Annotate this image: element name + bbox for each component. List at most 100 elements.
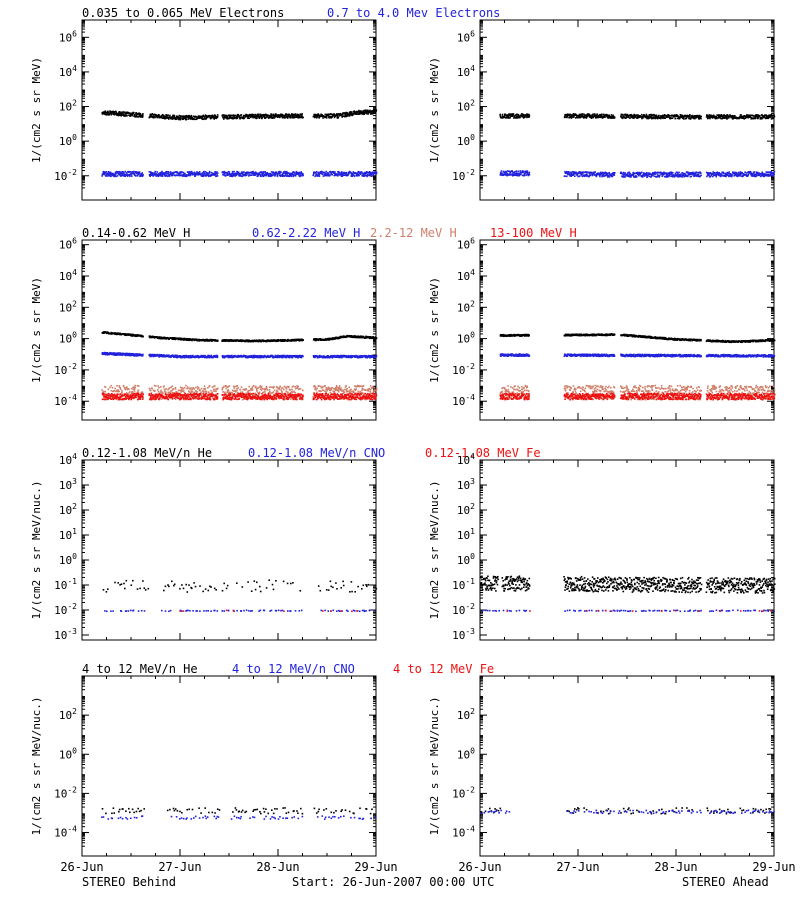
data-point [648, 175, 651, 178]
data-point [738, 117, 741, 119]
data-point [584, 116, 586, 118]
data-point [151, 353, 154, 356]
data-point [739, 175, 741, 177]
data-point [693, 175, 695, 178]
data-point [284, 174, 287, 176]
data-point [181, 117, 184, 119]
y-tick-label: 100 [59, 133, 77, 148]
data-point [276, 174, 279, 176]
data-point [115, 110, 117, 113]
data-point [692, 171, 694, 174]
data-point [129, 353, 132, 355]
data-point [136, 335, 139, 337]
data-point [277, 339, 280, 342]
data-point [266, 116, 269, 118]
data-point [635, 176, 638, 178]
data-point [768, 173, 770, 176]
data-point [581, 175, 584, 177]
data-point [753, 173, 755, 175]
data-point [651, 114, 653, 117]
data-point [223, 114, 225, 116]
data-point [182, 337, 184, 340]
data-point [167, 171, 170, 173]
data-point [366, 174, 369, 177]
data-point [759, 115, 761, 117]
data-point [125, 352, 127, 355]
data-point [266, 115, 268, 117]
data-point [153, 355, 156, 357]
data-point [246, 340, 248, 343]
data-point [133, 174, 136, 176]
data-point [622, 176, 625, 178]
data-point [751, 173, 754, 175]
y-axis-label: 1/(cm2 s sr MeV) [30, 57, 43, 163]
data-point [770, 172, 772, 175]
data-point [706, 175, 708, 178]
data-point [314, 172, 317, 174]
data-point [635, 175, 637, 177]
data-point [135, 112, 137, 114]
data-point [231, 116, 234, 119]
data-point [263, 340, 265, 342]
data-point [122, 333, 124, 335]
data-point [771, 174, 774, 176]
data-point [161, 170, 163, 173]
data-point [284, 116, 286, 119]
data-point [638, 174, 640, 177]
data-point [125, 112, 128, 115]
data-point [208, 170, 211, 173]
data-point [720, 117, 722, 120]
data-point [570, 115, 572, 118]
data-point [374, 336, 377, 338]
data-point [245, 116, 247, 118]
data-point [188, 171, 191, 173]
data-point [348, 115, 351, 117]
data-point [104, 172, 107, 174]
y-tick-label: 102 [457, 99, 475, 114]
data-point [527, 172, 529, 175]
data-point [717, 172, 719, 174]
data-point [119, 354, 121, 356]
data-point [577, 114, 579, 117]
data-point [571, 114, 574, 117]
data-point [681, 172, 683, 174]
data-point [632, 116, 634, 118]
data-point [275, 172, 277, 175]
data-point [228, 117, 231, 119]
data-point [101, 175, 103, 177]
data-point [115, 111, 118, 114]
data-point [325, 170, 327, 173]
data-point [510, 113, 513, 115]
data-point [184, 117, 186, 119]
data-point [573, 116, 575, 118]
data-point [699, 175, 701, 177]
data-point [603, 114, 605, 117]
data-point [299, 175, 302, 177]
data-point [700, 172, 702, 174]
data-point [503, 115, 506, 117]
data-point [178, 338, 181, 341]
data-point [151, 172, 154, 174]
data-point [767, 171, 770, 173]
data-point [158, 356, 160, 358]
data-point [207, 174, 210, 177]
data-point [160, 115, 163, 118]
data-point [105, 175, 108, 177]
data-point [579, 116, 582, 119]
data-point [190, 172, 192, 175]
data-point [564, 115, 566, 118]
data-point [526, 171, 529, 174]
data-point [269, 173, 272, 176]
data-point [213, 118, 215, 120]
data-point [273, 171, 275, 174]
data-point [289, 116, 291, 119]
data-point [216, 114, 219, 116]
data-point [300, 113, 303, 116]
data-point [609, 173, 611, 175]
data-point [734, 171, 736, 174]
data-point [746, 116, 748, 118]
data-point [660, 115, 663, 117]
data-point [637, 114, 640, 117]
data-point [335, 113, 338, 115]
data-point [761, 172, 764, 175]
